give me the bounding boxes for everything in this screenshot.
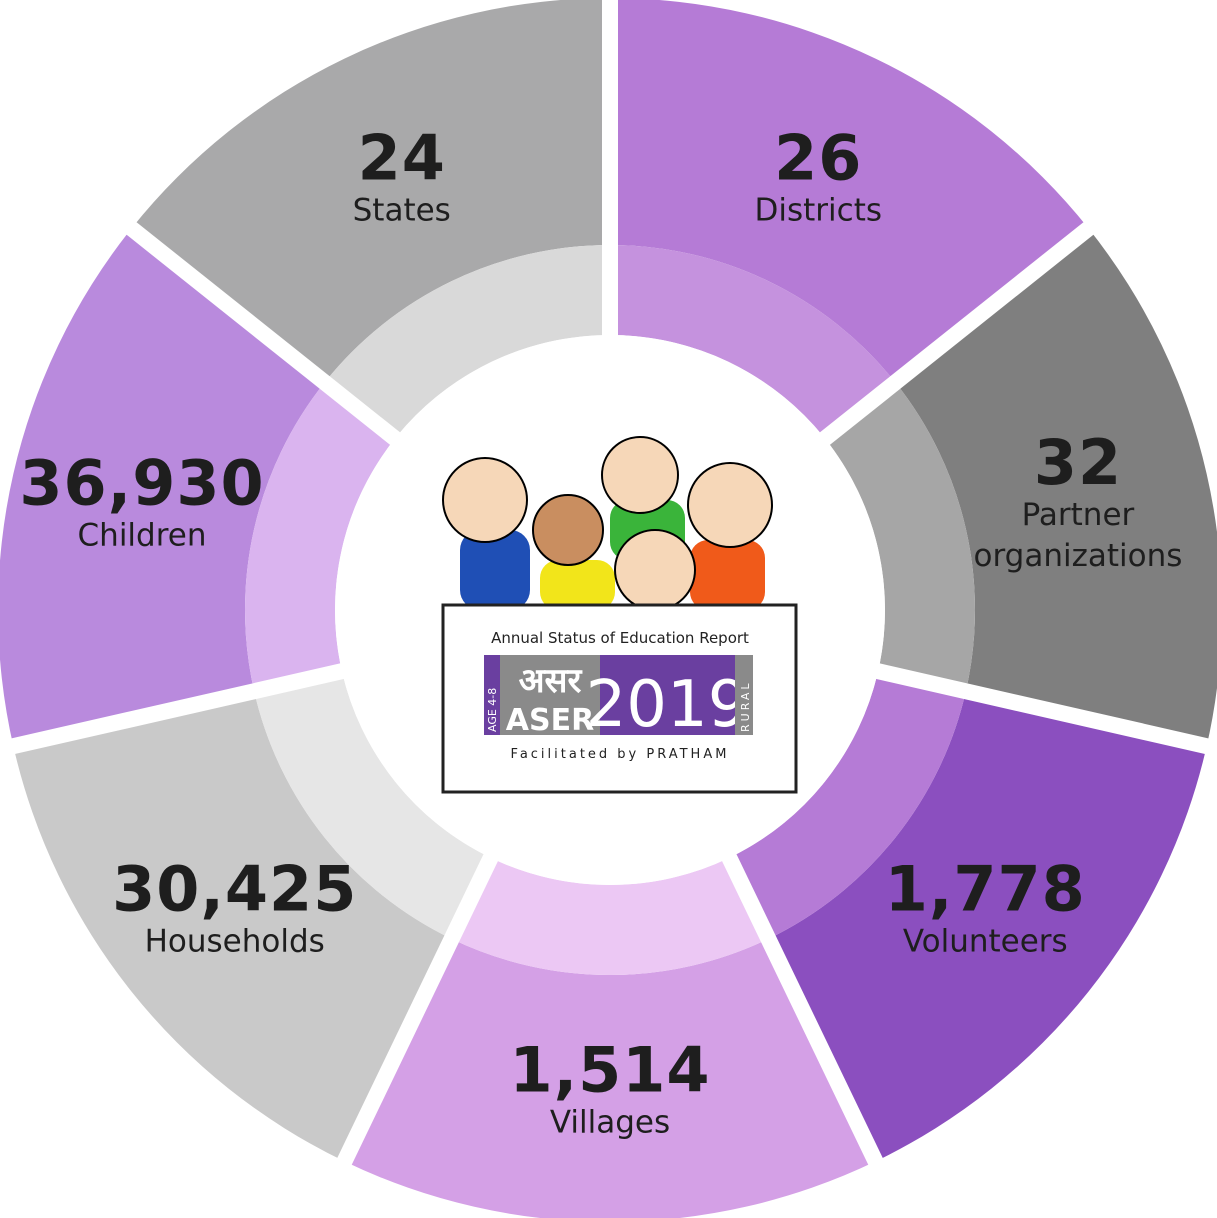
segment-label: Districts [683,190,953,230]
logo-hindi: असर [519,661,583,701]
logo-age: AGE 4-8 [486,688,499,732]
segment-value: 1,778 [850,857,1120,922]
segment-value: 32 [943,430,1213,495]
segment-value: 24 [267,125,537,190]
logo-rural: RURAL [739,680,752,732]
logo-title: Annual Status of Education Report [491,629,749,647]
segment-label: Children [7,516,277,556]
segment-value: 26 [683,125,953,190]
logo-name: ASER [506,703,594,738]
infographic: Annual Status of Education Report AGE 4-… [0,0,1217,1218]
kids [443,437,772,610]
segment-label: Volunteers [850,922,1120,962]
segment-value: 30,425 [100,857,370,922]
segment-label: States [267,190,537,230]
segment-value: 36,930 [7,450,277,515]
segment-label: Households [100,922,370,962]
logo-year: 2019 [586,668,749,742]
segment-label: Villages [475,1102,745,1142]
segment-label: Partner organizations [943,495,1213,576]
logo-footer: Facilitated by PRATHAM [511,747,730,762]
segment-value: 1,514 [475,1037,745,1102]
